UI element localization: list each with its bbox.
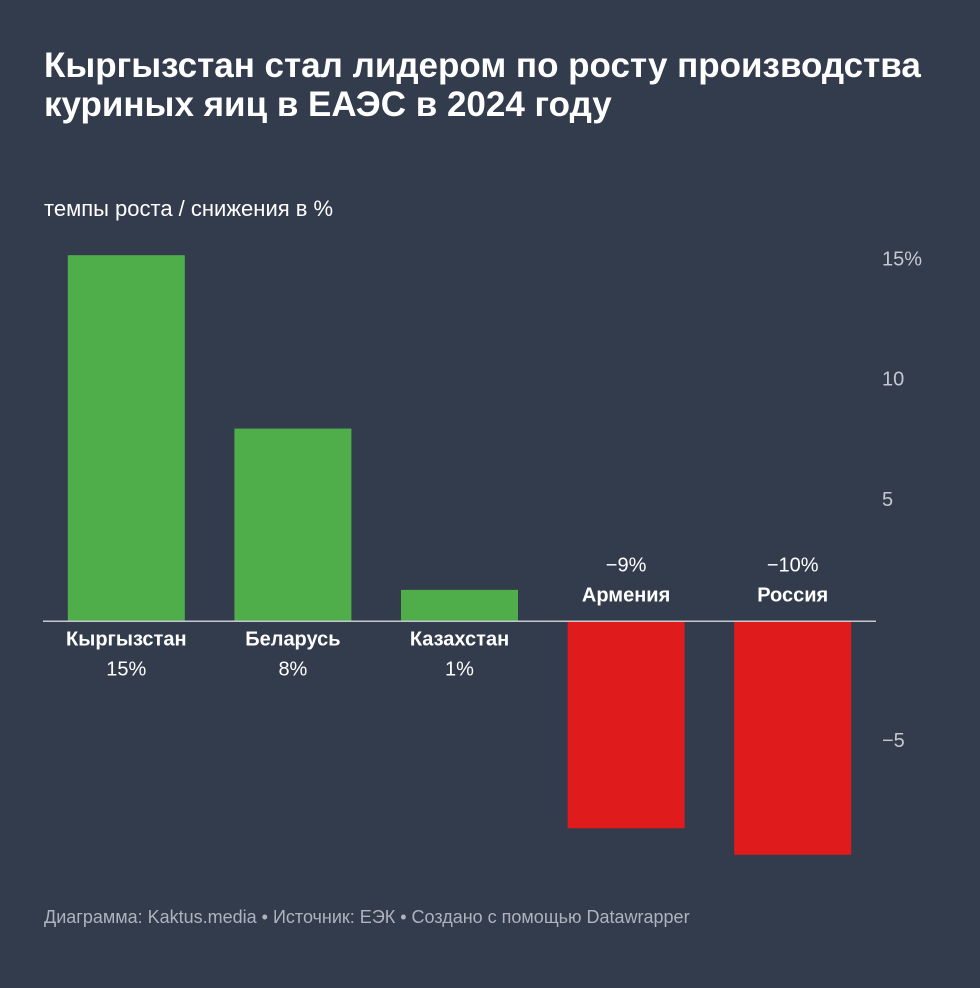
- bar: [67, 255, 185, 622]
- x-tick-label: Россия: [757, 584, 828, 606]
- data-label: −9%: [606, 554, 647, 576]
- data-label: 15%: [106, 658, 146, 680]
- footer: Диаграмма: Kaktus.media • Источник: ЕЭК …: [44, 907, 690, 927]
- bar: [234, 428, 352, 622]
- chart-subtitle: темпы роста / снижения в %: [44, 196, 333, 221]
- data-label: 8%: [278, 658, 307, 680]
- y-tick-label: 10: [882, 369, 904, 391]
- x-tick-label: Кыргызстан: [66, 628, 186, 650]
- y-tick-label: 5: [882, 489, 893, 511]
- data-label: 1%: [445, 658, 474, 680]
- x-tick-label: Казахстан: [410, 628, 509, 650]
- x-tick-label: Армения: [582, 584, 670, 606]
- chart-title: Кыргызстан стал лидером по росту произво…: [44, 46, 921, 124]
- bar: [401, 589, 518, 622]
- y-tick-label: 15%: [882, 248, 922, 270]
- data-label: −10%: [767, 554, 819, 576]
- bar: [734, 621, 852, 855]
- bar: [567, 621, 685, 829]
- y-tick-label: −5: [882, 730, 905, 752]
- x-tick-label: Беларусь: [245, 628, 340, 650]
